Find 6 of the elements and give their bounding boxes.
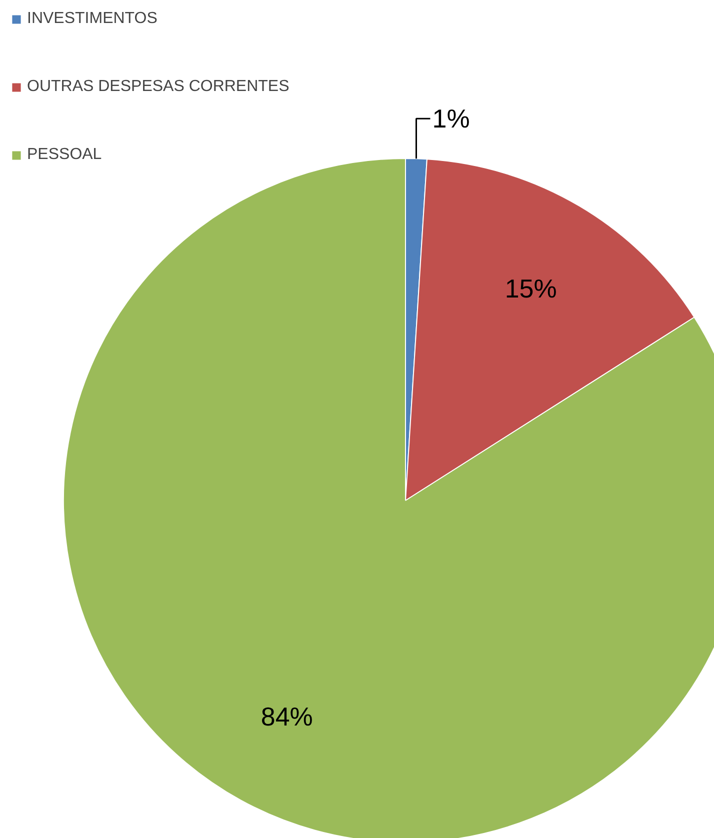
data-label: 15% [504, 274, 557, 304]
legend-label: PESSOAL [27, 146, 102, 164]
data-label: 84% [260, 701, 313, 732]
legend-label: OUTRAS DESPESAS CORRENTES [27, 78, 290, 96]
data-label: 1% [432, 104, 470, 134]
legend-label: INVESTIMENTOS [27, 10, 158, 28]
